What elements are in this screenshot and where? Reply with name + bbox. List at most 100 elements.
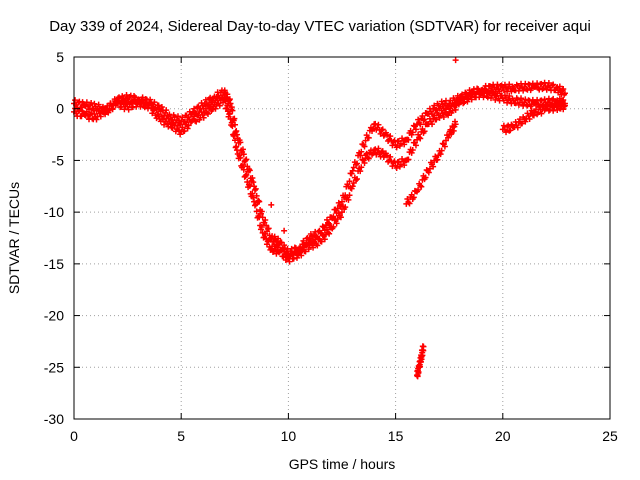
data-point <box>419 113 426 120</box>
data-point <box>452 121 459 128</box>
x-tick-label: 20 <box>495 428 511 444</box>
data-point <box>354 160 361 167</box>
data-point <box>253 192 260 199</box>
data-point <box>179 124 186 131</box>
data-point <box>514 124 521 131</box>
data-point <box>252 201 259 208</box>
data-point <box>417 121 424 128</box>
data-point <box>326 230 333 237</box>
data-point <box>460 100 467 107</box>
data-point <box>513 81 520 88</box>
data-point <box>349 167 356 174</box>
data-point <box>83 108 90 115</box>
data-point-outlier <box>362 152 369 159</box>
data-point <box>361 159 368 166</box>
data-point <box>249 175 256 182</box>
data-point <box>242 172 249 179</box>
data-point <box>264 238 271 245</box>
data-point <box>229 123 236 130</box>
data-point <box>421 128 428 135</box>
data-point <box>462 93 469 100</box>
data-point <box>141 104 148 111</box>
data-point <box>523 101 530 108</box>
data-point <box>492 96 499 103</box>
data-point <box>323 226 330 233</box>
data-point-outlier <box>452 57 459 64</box>
data-point <box>91 110 98 117</box>
plot-frame <box>73 56 611 420</box>
data-point <box>538 97 545 104</box>
data-point <box>93 116 100 123</box>
data-point <box>522 96 529 103</box>
data-point <box>158 104 165 111</box>
data-point <box>198 109 205 116</box>
data-point <box>227 100 234 107</box>
data-point <box>154 111 161 118</box>
data-point <box>409 146 416 153</box>
data-point <box>494 90 501 97</box>
data-point <box>78 104 85 111</box>
data-point <box>305 246 312 253</box>
data-point <box>561 103 568 110</box>
data-point <box>550 81 557 88</box>
data-point <box>408 149 415 156</box>
data-point <box>361 143 368 150</box>
data-point <box>298 252 305 259</box>
x-tick-label: 15 <box>388 428 404 444</box>
data-point <box>95 101 102 108</box>
data-point <box>222 98 229 105</box>
x-axis-label: GPS time / hours <box>288 456 396 472</box>
data-point <box>179 114 186 121</box>
data-point <box>421 116 428 123</box>
data-point <box>352 161 359 168</box>
data-point <box>352 177 359 184</box>
data-point <box>342 204 349 211</box>
data-points <box>71 57 568 380</box>
data-point <box>412 142 419 149</box>
data-point <box>139 97 146 104</box>
data-point <box>550 95 557 102</box>
data-point <box>359 156 366 163</box>
data-point <box>512 100 519 107</box>
data-point <box>167 121 174 128</box>
data-point <box>419 352 426 359</box>
data-point <box>372 120 379 127</box>
data-point <box>538 110 545 117</box>
data-point <box>256 198 263 205</box>
data-point <box>406 200 413 207</box>
y-tick-label: -20 <box>44 308 64 324</box>
data-point <box>415 116 422 123</box>
data-point <box>545 79 552 86</box>
data-point <box>482 87 489 94</box>
data-point <box>412 126 419 133</box>
y-axis-label: SDTVAR / TECUs <box>6 181 22 295</box>
data-point <box>530 112 537 119</box>
data-point <box>420 117 427 124</box>
data-point <box>302 248 309 255</box>
data-point <box>528 107 535 114</box>
data-point <box>519 120 526 127</box>
data-point <box>415 186 422 193</box>
y-tick-label: -25 <box>44 359 64 375</box>
data-point <box>538 80 545 87</box>
x-tick-label: 0 <box>70 428 78 444</box>
data-point <box>251 202 258 209</box>
data-point <box>318 238 325 245</box>
data-point <box>558 100 565 107</box>
data-point <box>262 216 269 223</box>
data-point <box>393 165 400 171</box>
data-point <box>437 151 444 158</box>
data-point <box>242 157 249 164</box>
data-point <box>99 104 106 111</box>
data-point <box>163 107 170 114</box>
x-tick-label: 25 <box>602 428 618 444</box>
plot-border <box>73 56 611 420</box>
data-point <box>334 216 341 223</box>
data-point <box>429 121 436 128</box>
data-point <box>526 116 533 123</box>
data-point <box>326 220 333 227</box>
data-point <box>184 125 191 132</box>
data-point <box>526 97 533 104</box>
data-point <box>459 95 466 102</box>
data-point <box>216 102 223 109</box>
